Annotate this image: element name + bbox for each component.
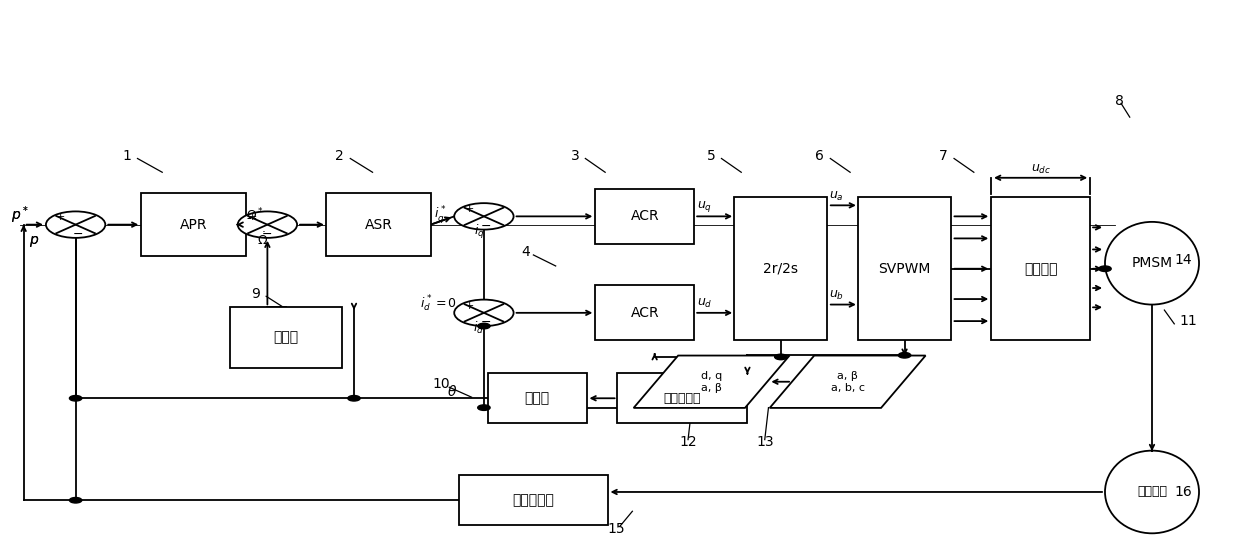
- Text: $p^*$: $p^*$: [11, 204, 30, 225]
- Text: $u_d$: $u_d$: [697, 297, 712, 310]
- Text: −: −: [262, 228, 273, 241]
- Bar: [991, 197, 1090, 340]
- Bar: [858, 197, 951, 340]
- Text: ASR: ASR: [365, 218, 393, 232]
- Text: 4: 4: [521, 245, 529, 259]
- Text: SVPWM: SVPWM: [878, 261, 931, 276]
- Text: −: −: [481, 220, 491, 233]
- Polygon shape: [770, 356, 925, 408]
- Text: $i_d$: $i_d$: [474, 320, 485, 336]
- Bar: [734, 197, 827, 340]
- Text: $u_q$: $u_q$: [697, 199, 712, 214]
- Text: $\theta$: $\theta$: [446, 383, 458, 399]
- Text: $p$: $p$: [29, 234, 38, 249]
- Text: 2r/2s: 2r/2s: [764, 261, 799, 276]
- Text: 2: 2: [336, 148, 345, 163]
- Text: 解码器: 解码器: [525, 391, 549, 406]
- Text: 9: 9: [252, 286, 260, 300]
- Circle shape: [46, 212, 105, 238]
- Text: $u_{dc}$: $u_{dc}$: [1030, 163, 1050, 176]
- Text: 7: 7: [939, 148, 947, 163]
- Text: 10: 10: [432, 377, 450, 392]
- Text: 驱动电路: 驱动电路: [1024, 261, 1058, 276]
- Bar: [487, 373, 587, 423]
- Circle shape: [1099, 266, 1111, 271]
- Text: −: −: [73, 228, 83, 241]
- Text: $u_a$: $u_a$: [830, 189, 843, 203]
- Text: +: +: [464, 301, 474, 311]
- Text: $i_q^*$: $i_q^*$: [434, 204, 446, 225]
- Circle shape: [898, 352, 910, 358]
- Text: 16: 16: [1174, 485, 1192, 499]
- Text: $i_q$: $i_q$: [474, 223, 485, 241]
- Text: 8: 8: [1115, 94, 1123, 107]
- Bar: [459, 475, 608, 525]
- Text: 微分器: 微分器: [273, 331, 299, 345]
- Text: 13: 13: [756, 435, 774, 449]
- Text: $p$: $p$: [29, 234, 38, 249]
- Text: a, β
a, b, c: a, β a, b, c: [831, 371, 864, 393]
- Circle shape: [775, 354, 787, 360]
- Text: 伺服机构: 伺服机构: [1137, 485, 1167, 499]
- Text: 3: 3: [570, 148, 579, 163]
- Text: $u_b$: $u_b$: [830, 289, 844, 302]
- Text: d, q
a, β: d, q a, β: [701, 371, 722, 393]
- Circle shape: [477, 405, 490, 411]
- Text: 11: 11: [1179, 314, 1197, 328]
- Text: +: +: [248, 213, 257, 223]
- Circle shape: [238, 212, 298, 238]
- Bar: [326, 193, 432, 257]
- Polygon shape: [634, 356, 790, 408]
- Text: 5: 5: [707, 148, 715, 163]
- Text: 15: 15: [608, 522, 625, 536]
- Text: $p^*$: $p^*$: [11, 204, 30, 225]
- Bar: [595, 285, 694, 340]
- Text: 12: 12: [680, 435, 697, 449]
- Text: APR: APR: [180, 218, 207, 232]
- Bar: [140, 193, 246, 257]
- Text: $\Omega^*$: $\Omega^*$: [247, 207, 264, 223]
- Ellipse shape: [1105, 222, 1199, 305]
- Text: +: +: [56, 213, 66, 223]
- Text: 反馈电位器: 反馈电位器: [512, 493, 554, 507]
- Text: PMSM: PMSM: [1131, 256, 1173, 270]
- Text: 旋转编码器: 旋转编码器: [663, 392, 701, 405]
- Circle shape: [454, 300, 513, 326]
- Circle shape: [69, 497, 82, 503]
- Text: ACR: ACR: [630, 209, 658, 223]
- Circle shape: [477, 324, 490, 329]
- Text: ACR: ACR: [630, 306, 658, 320]
- Circle shape: [454, 203, 513, 229]
- Text: $i_d^*=0$: $i_d^*=0$: [419, 294, 456, 314]
- Text: +: +: [464, 204, 474, 214]
- Bar: [595, 189, 694, 244]
- Circle shape: [69, 396, 82, 401]
- Text: 1: 1: [123, 148, 131, 163]
- Bar: [618, 373, 746, 423]
- Ellipse shape: [1105, 450, 1199, 534]
- Text: 6: 6: [816, 148, 825, 163]
- Circle shape: [347, 396, 360, 401]
- Text: $\dot{\Omega}$: $\dot{\Omega}$: [257, 232, 268, 248]
- Text: −: −: [481, 316, 491, 329]
- Bar: [231, 307, 342, 368]
- Text: 14: 14: [1174, 254, 1192, 268]
